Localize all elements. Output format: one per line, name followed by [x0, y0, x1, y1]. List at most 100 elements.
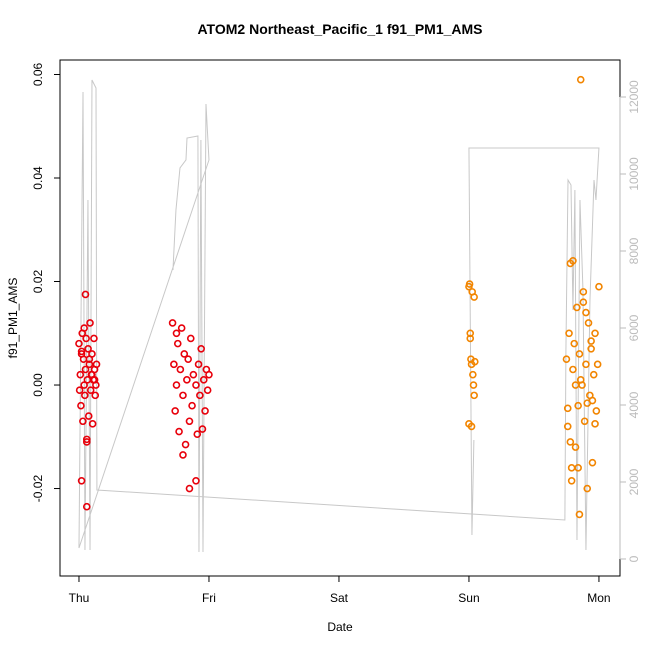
point	[570, 339, 579, 348]
x-tick-label: Fri	[202, 591, 216, 605]
point	[170, 360, 178, 369]
point	[574, 401, 582, 410]
point	[592, 407, 601, 415]
y2-tick-label: 12000	[627, 80, 641, 114]
y-tick-label: 0.02	[31, 270, 45, 294]
point	[588, 396, 597, 405]
point	[569, 365, 577, 374]
point	[88, 420, 97, 428]
point	[565, 329, 573, 338]
point	[576, 376, 585, 384]
point	[84, 344, 92, 353]
point	[85, 360, 94, 369]
point	[471, 357, 479, 366]
point	[567, 476, 576, 485]
point	[179, 391, 187, 400]
point	[81, 290, 90, 299]
point	[176, 365, 185, 374]
point	[189, 370, 198, 379]
y2-tick-label: 8000	[627, 237, 641, 264]
point	[168, 319, 177, 327]
point	[563, 422, 572, 431]
x-tick-label: Thu	[69, 591, 90, 605]
x-axis-label: Date	[327, 620, 353, 634]
y2-tick-label: 2000	[627, 468, 641, 495]
point	[588, 458, 597, 467]
point	[183, 376, 191, 384]
point	[196, 391, 204, 400]
point	[86, 319, 94, 327]
point	[582, 360, 590, 369]
point	[75, 386, 84, 394]
y2-tick-label: 10000	[627, 157, 641, 191]
point	[75, 339, 83, 348]
point	[81, 365, 90, 374]
point	[567, 464, 576, 472]
point	[85, 355, 94, 363]
x-tick-label: Sat	[330, 591, 349, 605]
point	[179, 451, 187, 459]
point	[465, 280, 474, 288]
y-axis-label: f91_PM1_AMS	[6, 278, 20, 359]
y2-tick-label: 6000	[627, 314, 641, 341]
point	[593, 360, 602, 369]
point	[194, 360, 203, 369]
point	[77, 476, 86, 485]
line-series	[78, 79, 600, 552]
point	[79, 417, 87, 426]
point	[90, 334, 98, 343]
y-tick-label: 0.06	[31, 62, 45, 86]
point	[184, 355, 192, 363]
point	[466, 329, 475, 338]
point	[186, 334, 195, 343]
point	[469, 370, 477, 379]
y-tick-label: 0.00	[31, 373, 45, 397]
point	[589, 370, 598, 379]
point	[188, 401, 196, 410]
point	[584, 319, 593, 327]
point	[82, 435, 91, 444]
point	[591, 329, 599, 338]
point	[90, 376, 99, 384]
chart-title: ATOM2 Northeast_Pacific_1 f91_PM1_AMS	[197, 21, 482, 37]
point	[86, 386, 95, 394]
point	[77, 347, 86, 356]
point	[466, 334, 475, 343]
point	[587, 337, 595, 345]
y-tick-label: 0.04	[31, 166, 45, 190]
point	[587, 344, 595, 353]
point	[579, 288, 588, 296]
point	[579, 298, 588, 307]
point	[203, 386, 212, 394]
point	[173, 339, 182, 348]
y2-tick-label: 4000	[627, 391, 641, 418]
y2-tick-label: 0	[627, 555, 641, 562]
point	[193, 430, 202, 438]
point	[571, 381, 580, 389]
plot-box	[59, 59, 621, 577]
point	[185, 484, 194, 493]
point	[82, 334, 90, 343]
point	[583, 484, 592, 493]
point	[82, 502, 91, 511]
point	[172, 329, 181, 338]
point	[197, 344, 205, 353]
x-tick-label: Mon	[587, 591, 610, 605]
point	[92, 360, 101, 369]
y-tick-label: -0.02	[31, 475, 45, 503]
point	[576, 75, 585, 84]
point	[80, 381, 88, 389]
point	[571, 443, 580, 451]
point	[175, 427, 183, 436]
point	[469, 381, 478, 389]
point	[91, 391, 100, 400]
point	[171, 407, 179, 415]
point	[192, 381, 200, 389]
point	[198, 425, 207, 433]
point	[81, 391, 89, 400]
x-tick-label: Sun	[458, 591, 479, 605]
point	[76, 370, 85, 379]
point	[467, 422, 476, 431]
point	[562, 355, 571, 363]
point	[177, 324, 186, 332]
